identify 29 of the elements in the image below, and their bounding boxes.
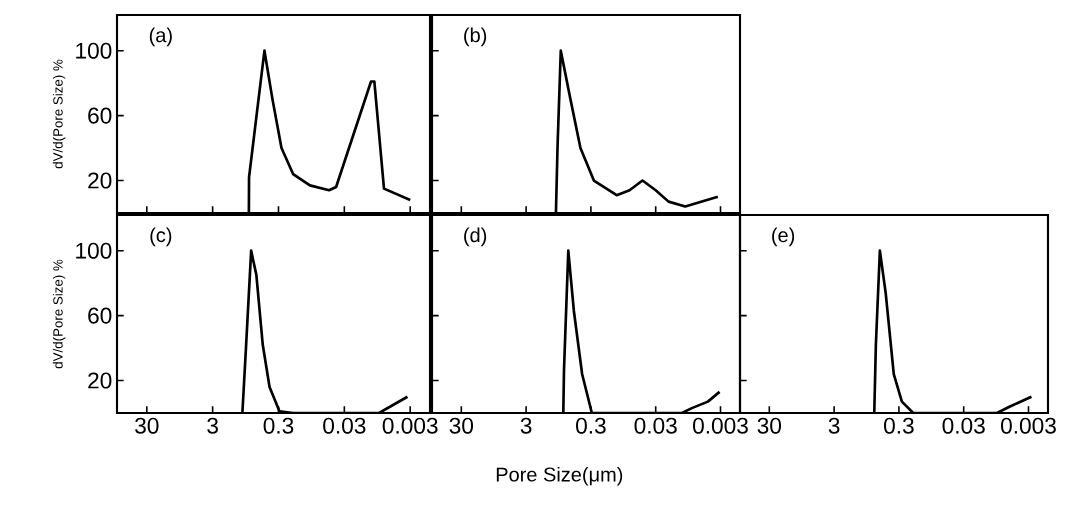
text: (e) (772, 227, 795, 247)
x-tick-label: 0.003 (693, 417, 748, 434)
y-axis-title: dV/d(Pore Size) % (52, 259, 66, 369)
x-tick-label: 3 (207, 417, 218, 434)
x-tick-label: 0.3 (884, 417, 914, 434)
text: (d) (464, 227, 487, 247)
x-tick-label: 0.3 (263, 417, 294, 434)
y-tick-label: 60 (88, 307, 112, 324)
x-tick-label: 30 (449, 417, 474, 434)
x-tick-label: 0.003 (382, 417, 438, 434)
x-tick-label: 30 (757, 417, 782, 434)
y-tick-label: 100 (76, 42, 112, 59)
x-tick-label: 0.03 (323, 417, 366, 434)
x-axis-title: Pore Size(μm) (496, 466, 623, 486)
x-tick-label: 0.03 (634, 417, 677, 434)
text: (a) (149, 27, 172, 47)
y-tick-label: 20 (88, 372, 112, 389)
x-tick-label: 30 (135, 417, 159, 434)
x-tick-label: 0.003 (1001, 417, 1056, 434)
text: (c) (150, 227, 172, 247)
y-axis-title: dV/d(Pore Size) % (52, 59, 66, 169)
x-tick-label: 3 (828, 417, 840, 434)
x-tick-label: 0.3 (576, 417, 606, 434)
text: (b) (464, 27, 487, 47)
x-tick-label: 0.03 (942, 417, 985, 434)
y-tick-label: 20 (88, 172, 112, 189)
y-tick-label: 60 (88, 107, 112, 124)
y-tick-label: 100 (76, 242, 112, 259)
x-tick-label: 3 (520, 417, 532, 434)
